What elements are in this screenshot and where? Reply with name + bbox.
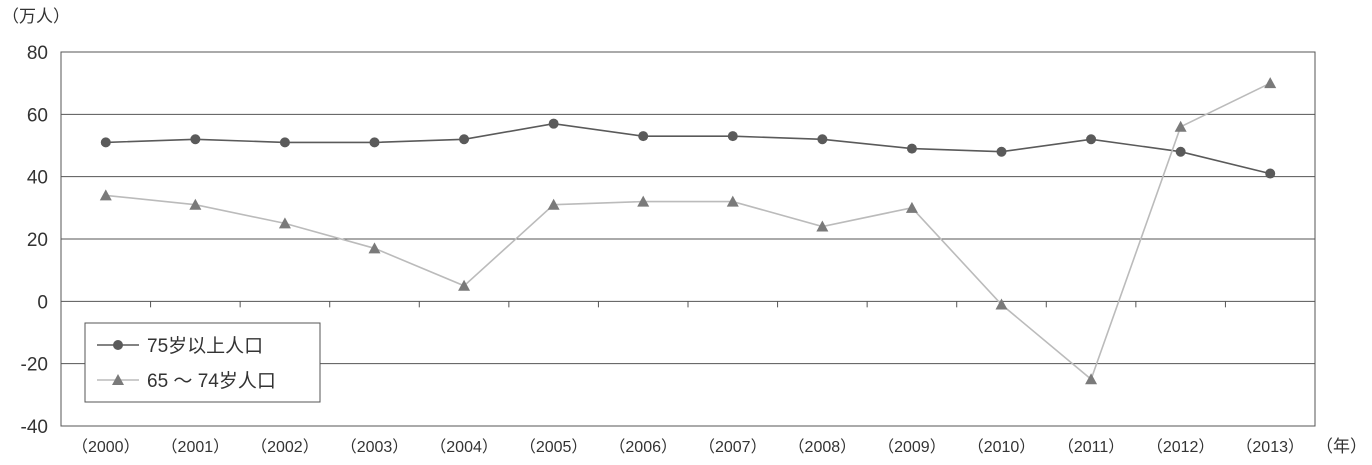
x-tick-label: （2008）	[789, 438, 857, 456]
data-point	[1175, 146, 1186, 157]
data-point	[369, 137, 380, 148]
data-point	[279, 137, 290, 148]
y-tick-label: -20	[21, 355, 48, 376]
data-point	[905, 201, 918, 213]
data-point	[99, 189, 112, 201]
x-tick-label: （2009）	[878, 438, 946, 456]
legend-marker-75-plus	[113, 340, 123, 350]
series-lines	[99, 77, 1277, 385]
data-point	[637, 195, 650, 207]
legend: 75岁以上人口 65 ～ 74岁人口	[84, 322, 321, 403]
y-tick-label: 40	[27, 168, 48, 189]
x-tick-label: （2003）	[341, 438, 409, 456]
data-point	[458, 279, 471, 291]
y-tick-label: 0	[37, 292, 48, 313]
y-axis-label: （万人）	[2, 7, 70, 26]
data-point	[547, 198, 560, 210]
data-point	[368, 242, 381, 254]
plot-area	[60, 51, 1316, 427]
legend-label-65-74: 65 ～ 74岁人口	[147, 370, 276, 392]
x-tick-label: （2011）	[1058, 438, 1124, 456]
data-point	[189, 198, 202, 210]
x-tick-label: （2000）	[72, 438, 140, 456]
x-tick-label: （2004）	[430, 438, 498, 456]
legend-label-75-plus: 75岁以上人口	[147, 335, 263, 357]
data-point	[100, 137, 111, 148]
data-point	[816, 220, 829, 232]
data-point	[548, 118, 559, 129]
y-axis-tick-labels: 80 60 40 20 0 -20 -40	[21, 43, 48, 438]
x-tick-label: （2013）	[1236, 438, 1304, 456]
legend-marker-65-74	[112, 374, 124, 385]
data-point	[995, 298, 1008, 310]
data-point	[1265, 168, 1276, 179]
legend-box	[84, 322, 321, 403]
data-point	[190, 134, 201, 145]
x-tick-label: （2005）	[520, 438, 588, 456]
y-tick-label: 80	[27, 43, 48, 64]
x-tick-label: （2012）	[1147, 438, 1215, 456]
x-axis-label: （年）	[1316, 437, 1367, 456]
data-point	[278, 217, 291, 229]
data-point	[726, 195, 739, 207]
data-point	[1264, 77, 1277, 89]
x-tick-label: （2010）	[968, 438, 1036, 456]
y-tick-label: 60	[27, 105, 48, 126]
x-tick-label: （2002）	[251, 438, 319, 456]
data-point	[1086, 134, 1097, 145]
y-tick-label: -40	[21, 417, 48, 438]
series-1	[100, 118, 1276, 179]
y-tick-label: 20	[27, 230, 48, 251]
series-line	[105, 122, 1271, 175]
data-point	[1085, 373, 1098, 385]
data-point	[1174, 120, 1187, 132]
data-point	[638, 131, 649, 142]
series-line	[105, 82, 1271, 381]
data-point	[817, 134, 828, 145]
x-tick-label: （2007）	[699, 438, 767, 456]
x-tick-label: （2006）	[609, 438, 677, 456]
data-point	[996, 146, 1007, 157]
data-point	[906, 143, 917, 154]
x-tick-label: （2001）	[162, 438, 230, 456]
data-point	[459, 134, 470, 145]
data-point	[727, 131, 738, 142]
series-2	[99, 77, 1277, 385]
x-axis-tick-labels: （2000） （2001） （2002） （2003） （2004） （2005） （200…	[72, 438, 1304, 456]
x-axis-ticks	[150, 301, 1226, 308]
